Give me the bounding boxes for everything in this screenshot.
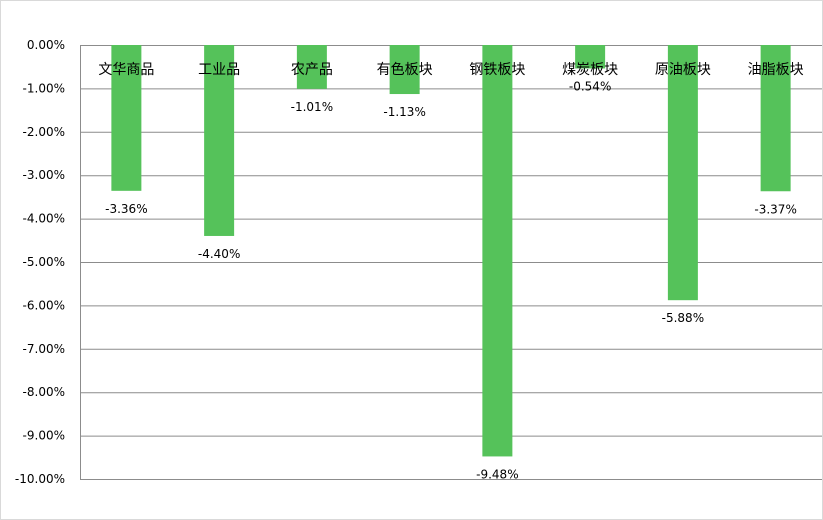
bar xyxy=(760,45,791,192)
bar xyxy=(111,45,142,191)
y-tick-label: -8.00% xyxy=(23,385,65,399)
y-tick-label: -3.00% xyxy=(23,168,65,182)
bar xyxy=(482,45,513,457)
data-label: -3.37% xyxy=(754,202,796,216)
y-tick-label: -7.00% xyxy=(23,342,65,356)
y-tick-label: 0.00% xyxy=(27,38,65,52)
category-label: 原油板块 xyxy=(655,62,711,78)
y-axis-tick-labels: 0.00% -1.00% -2.00% -3.00% -4.00% -5.00% -6.00… xyxy=(15,38,65,486)
data-label: -9.48% xyxy=(476,467,518,481)
category-label: 农产品 xyxy=(291,62,333,78)
bar xyxy=(204,45,235,236)
category-label: 文华商品 xyxy=(98,62,154,78)
category-labels: 文华商品 工业品 农产品 有色板块 钢铁板块 煤炭板块 原油板块 油脂板块 xyxy=(98,61,803,78)
bar xyxy=(575,45,606,69)
data-label: -3.36% xyxy=(105,202,147,216)
y-tick-label: -2.00% xyxy=(23,125,65,139)
bar xyxy=(296,45,327,89)
data-label: -4.40% xyxy=(198,247,240,261)
bar xyxy=(389,45,420,95)
y-tick-label: -10.00% xyxy=(15,472,65,486)
y-tick-label: -4.00% xyxy=(23,212,65,226)
category-label: 钢铁板块 xyxy=(469,62,525,78)
y-tick-label: -1.00% xyxy=(23,81,65,95)
y-tick-label: -6.00% xyxy=(23,298,65,312)
bar xyxy=(667,45,698,301)
grid-lines xyxy=(80,45,822,480)
data-label: -5.88% xyxy=(662,311,704,325)
y-tick-label: -5.00% xyxy=(23,255,65,269)
category-label: 油脂板块 xyxy=(748,62,804,78)
category-label: 工业品 xyxy=(198,62,240,78)
category-label: 有色板块 xyxy=(377,61,433,78)
data-label: -1.01% xyxy=(291,100,333,114)
data-label: -0.54% xyxy=(569,79,611,93)
data-labels: -3.36% -4.40% -1.01% -1.13% -9.48% -0.54% -5.8… xyxy=(105,79,797,481)
bars xyxy=(111,45,791,457)
category-label: 煤炭板块 xyxy=(562,62,618,78)
data-label: -1.13% xyxy=(383,105,425,119)
y-tick-label: -9.00% xyxy=(23,429,65,443)
